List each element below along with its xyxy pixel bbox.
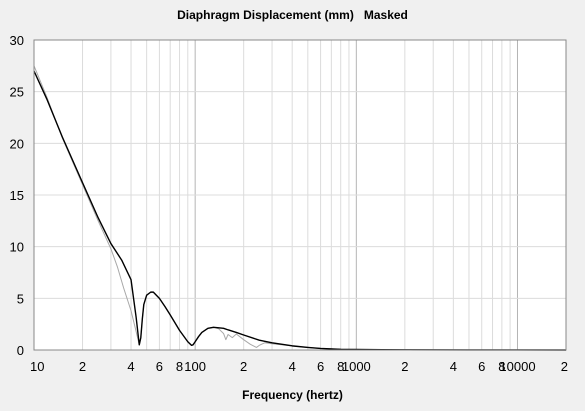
y-tick-label: 25: [10, 85, 24, 100]
x-tick-label: 8: [176, 359, 183, 374]
x-tick-label: 4: [450, 359, 457, 374]
grid: [34, 40, 566, 350]
y-tick-label: 10: [10, 240, 24, 255]
x-tick-label: 1000: [342, 359, 371, 374]
x-tick-label: 8: [337, 359, 344, 374]
series-line-primary: [33, 70, 567, 351]
x-tick-label: 10: [30, 359, 44, 374]
y-tick-label: 5: [17, 291, 24, 306]
x-tick-label: 2: [561, 359, 568, 374]
y-tick-label: 30: [10, 33, 24, 48]
x-tick-label: 6: [478, 359, 485, 374]
title-suffix: Masked: [363, 8, 408, 22]
y-tick-label: 20: [10, 136, 24, 151]
x-tick-label: 100: [184, 359, 206, 374]
x-tick-label: 4: [289, 359, 296, 374]
x-tick-label: 6: [156, 359, 163, 374]
plot-frame: [33, 39, 567, 351]
series-group: [33, 65, 567, 351]
y-tick-label: 0: [17, 343, 24, 358]
chart-title: Diaphragm Displacement (mm) Masked: [0, 8, 585, 22]
y-axis-ticks: 0 5 10 15 20 25 30: [10, 33, 24, 358]
x-tick-label: 6: [317, 359, 324, 374]
x-tick-label: 2: [240, 359, 247, 374]
y-tick-label: 15: [10, 188, 24, 203]
x-tick-label: 4: [127, 359, 134, 374]
x-axis-label: Frequency (hertz): [242, 388, 343, 402]
x-tick-label: 2: [79, 359, 86, 374]
x-tick-label: 10000: [499, 359, 535, 374]
x-tick-label: 2: [401, 359, 408, 374]
x-tick-label: 8: [498, 359, 505, 374]
title-text: Diaphragm Displacement (mm): [177, 8, 354, 22]
